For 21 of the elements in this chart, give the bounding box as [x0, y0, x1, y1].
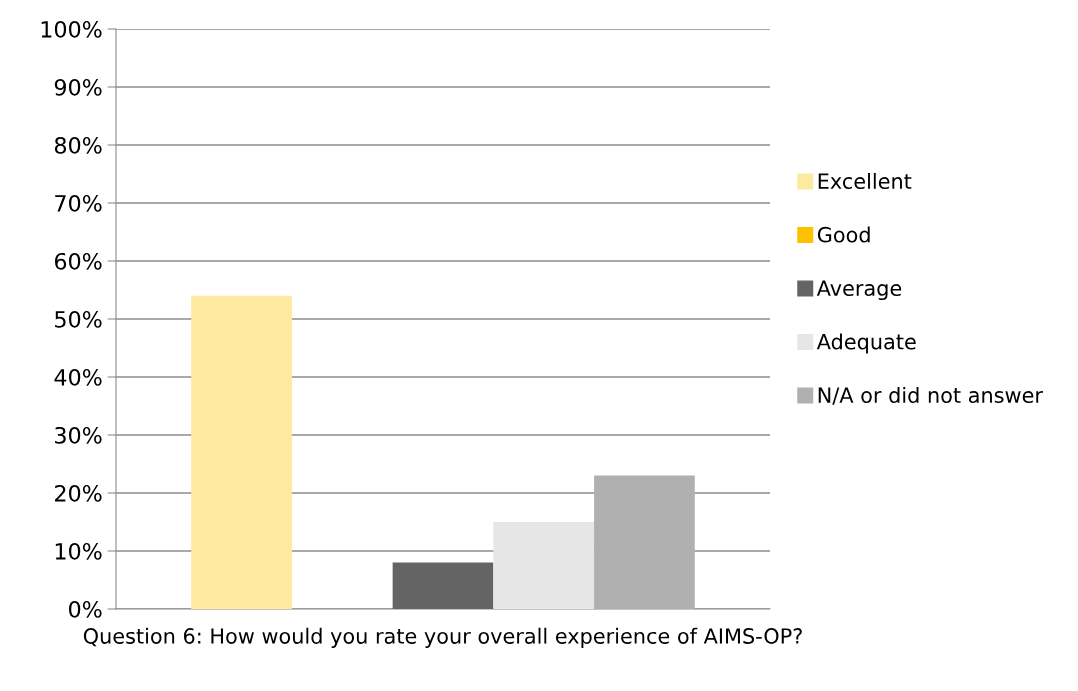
- legend-label: Good: [817, 226, 870, 243]
- y-tick-label: 90%: [54, 78, 102, 96]
- y-tick-label: 60%: [54, 252, 102, 270]
- legend-label: N/A or did not answer: [818, 386, 1043, 405]
- y-tick-label: 30%: [55, 426, 102, 444]
- y-tick-label: 50%: [55, 310, 102, 328]
- bar: [392, 562, 494, 609]
- y-tick-label: 100%: [41, 20, 102, 38]
- y-tick-label: 10%: [55, 542, 102, 560]
- x-axis-title: Question 6: How would you rate your overall experience of AIMS-OP?: [83, 627, 802, 648]
- y-tick-label: 40%: [54, 368, 102, 386]
- legend-label: Excellent: [818, 172, 912, 190]
- bar: [493, 522, 595, 609]
- bar: [191, 295, 292, 609]
- y-tick-label: 0%: [69, 600, 102, 618]
- legend-label: Adequate: [816, 333, 916, 354]
- legend-label: Average: [816, 280, 902, 301]
- y-tick-label: 20%: [55, 484, 102, 502]
- y-tick-label: 80%: [54, 136, 102, 154]
- y-tick-label: 70%: [55, 194, 102, 212]
- bar: [594, 475, 695, 609]
